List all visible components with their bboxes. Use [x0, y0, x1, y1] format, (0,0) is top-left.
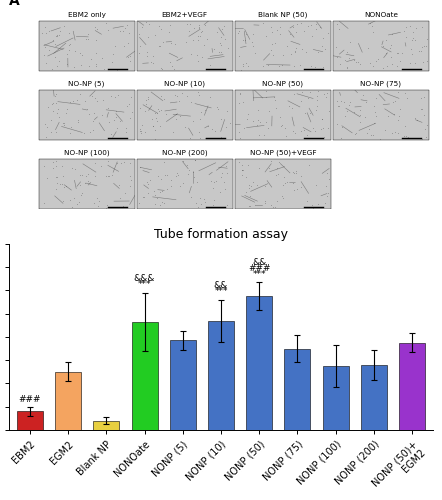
Text: EBM2+VEGF: EBM2+VEGF [162, 12, 208, 18]
FancyBboxPatch shape [38, 90, 134, 140]
Bar [93, 420, 119, 430]
FancyBboxPatch shape [137, 90, 232, 140]
Text: Blank NP (50): Blank NP (50) [258, 12, 308, 18]
Bar [208, 320, 234, 430]
Text: NO-NP (50): NO-NP (50) [262, 80, 303, 87]
Text: ###: ### [19, 396, 41, 404]
FancyBboxPatch shape [333, 21, 429, 71]
Text: NO-NP (10): NO-NP (10) [164, 80, 205, 87]
Text: NONOate: NONOate [364, 12, 398, 18]
Bar [285, 348, 310, 430]
Text: &&: && [252, 258, 267, 267]
Bar [246, 296, 272, 430]
Bar [17, 412, 43, 430]
FancyBboxPatch shape [333, 90, 429, 140]
Bar [323, 366, 349, 430]
Text: &&: && [214, 282, 228, 290]
Text: NO-NP (200): NO-NP (200) [162, 150, 207, 156]
Text: EBM2 only: EBM2 only [68, 12, 106, 18]
FancyBboxPatch shape [38, 159, 134, 209]
Text: NO-NP (75): NO-NP (75) [360, 80, 401, 87]
FancyBboxPatch shape [137, 159, 232, 209]
Bar [399, 342, 425, 430]
Text: A: A [9, 0, 19, 8]
FancyBboxPatch shape [38, 21, 134, 71]
Title: Tube formation assay: Tube formation assay [154, 228, 288, 241]
Text: NO-NP (5): NO-NP (5) [69, 80, 105, 87]
FancyBboxPatch shape [235, 159, 331, 209]
Text: ***: *** [214, 287, 228, 296]
FancyBboxPatch shape [235, 90, 331, 140]
Text: NO-NP (50)+VEGF: NO-NP (50)+VEGF [250, 150, 316, 156]
Bar [132, 322, 157, 430]
Text: ***: *** [138, 280, 151, 289]
Text: ###: ### [248, 264, 271, 273]
Bar [170, 340, 196, 430]
FancyBboxPatch shape [235, 21, 331, 71]
Text: ***: *** [252, 270, 266, 278]
FancyBboxPatch shape [137, 21, 232, 71]
Text: &&&: &&& [134, 274, 155, 283]
Bar [361, 365, 387, 430]
Bar [55, 372, 81, 430]
Text: NO-NP (100): NO-NP (100) [64, 150, 109, 156]
